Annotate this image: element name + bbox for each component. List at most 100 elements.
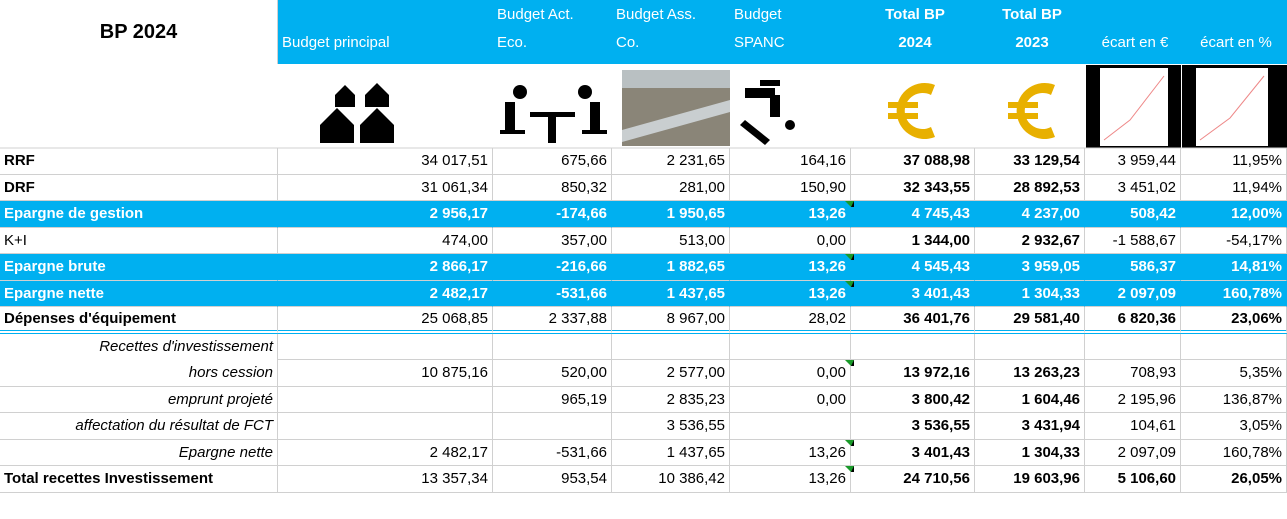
cell: 1 304,33 xyxy=(975,280,1085,307)
cell: 4 745,43 xyxy=(851,201,975,228)
cell: 160,78% xyxy=(1181,439,1287,466)
column-header: Total BP xyxy=(885,6,945,23)
cell: -531,66 xyxy=(493,280,612,307)
cell: 474,00 xyxy=(278,227,493,254)
cell: 2 482,17 xyxy=(278,439,493,466)
cell: 104,61 xyxy=(1085,413,1181,440)
cell: 708,93 xyxy=(1085,360,1181,387)
cell: 2 337,88 xyxy=(493,307,612,334)
cell: 13,26 xyxy=(730,201,851,228)
cell: 19 603,96 xyxy=(975,466,1085,493)
cell: 23,06% xyxy=(1181,307,1287,334)
row-label: Epargne nette xyxy=(0,439,278,466)
column-header: 2024 xyxy=(898,34,932,51)
row-label: hors cession xyxy=(0,360,278,387)
cell: 150,90 xyxy=(730,174,851,201)
cell: 1 304,33 xyxy=(975,439,1085,466)
chart-icon xyxy=(1086,65,1287,148)
header-band xyxy=(278,0,1287,64)
cell: 357,00 xyxy=(493,227,612,254)
cell: 31 061,34 xyxy=(278,174,493,201)
sheet-title: BP 2024 xyxy=(0,0,278,64)
pipeline-photo xyxy=(622,70,730,146)
cell: -54,17% xyxy=(1181,227,1287,254)
column-header: Eco. xyxy=(497,34,528,51)
cell xyxy=(730,333,851,360)
row-label: Total recettes Investissement xyxy=(0,466,278,493)
column-header: Budget xyxy=(734,6,782,23)
cell xyxy=(1181,333,1287,360)
cell: 2 097,09 xyxy=(1085,439,1181,466)
cell: 1 344,00 xyxy=(851,227,975,254)
cell: 2 932,67 xyxy=(975,227,1085,254)
row-label: Recettes d'investissement xyxy=(0,333,278,360)
cell: 3 959,05 xyxy=(975,254,1085,281)
cell xyxy=(975,333,1085,360)
meeting-icon xyxy=(500,85,607,143)
row-label: DRF xyxy=(0,174,278,201)
cell-flag xyxy=(845,360,854,366)
cell: 13 263,23 xyxy=(975,360,1085,387)
cell: 2 482,17 xyxy=(278,280,493,307)
cell: 33 129,54 xyxy=(975,148,1085,175)
cell: 1 882,65 xyxy=(612,254,730,281)
cell: 136,87% xyxy=(1181,386,1287,413)
row-label: Epargne brute xyxy=(0,254,278,281)
cell: 2 956,17 xyxy=(278,201,493,228)
cell: 2 231,65 xyxy=(612,148,730,175)
cell: 675,66 xyxy=(493,148,612,175)
cell: 13,26 xyxy=(730,466,851,493)
row-label: emprunt projeté xyxy=(0,386,278,413)
tap-icon xyxy=(740,80,795,145)
cell: 2 577,00 xyxy=(612,360,730,387)
cell: 8 967,00 xyxy=(612,307,730,334)
cell xyxy=(278,413,493,440)
cell: 14,81% xyxy=(1181,254,1287,281)
cell: 28,02 xyxy=(730,307,851,334)
cell-flag xyxy=(845,201,854,207)
cell: 4 545,43 xyxy=(851,254,975,281)
cell: 0,00 xyxy=(730,360,851,387)
cell: 1 437,65 xyxy=(612,439,730,466)
cell: 1 950,65 xyxy=(612,201,730,228)
cell: 13,26 xyxy=(730,280,851,307)
cell: 3 431,94 xyxy=(975,413,1085,440)
cell: 37 088,98 xyxy=(851,148,975,175)
cell: 1 437,65 xyxy=(612,280,730,307)
cell: 3 401,43 xyxy=(851,439,975,466)
cell xyxy=(612,333,730,360)
cell: 281,00 xyxy=(612,174,730,201)
cell: 3 401,43 xyxy=(851,280,975,307)
cell: 13,26 xyxy=(730,439,851,466)
cell: 10 875,16 xyxy=(278,360,493,387)
cell: 0,00 xyxy=(730,227,851,254)
cell: 3 536,55 xyxy=(851,413,975,440)
houses-icon xyxy=(320,83,394,143)
cell: 32 343,55 xyxy=(851,174,975,201)
cell-flag xyxy=(845,439,854,446)
row-label: K+I xyxy=(0,227,278,254)
cell: 3 451,02 xyxy=(1085,174,1181,201)
cell: 1 604,46 xyxy=(975,386,1085,413)
cell: 5,35% xyxy=(1181,360,1287,387)
cell: 26,05% xyxy=(1181,466,1287,493)
cell: 160,78% xyxy=(1181,280,1287,307)
cell: 29 581,40 xyxy=(975,307,1085,334)
cell: 850,32 xyxy=(493,174,612,201)
cell: 5 106,60 xyxy=(1085,466,1181,493)
cell: 11,95% xyxy=(1181,148,1287,175)
cell: 2 835,23 xyxy=(612,386,730,413)
icon-row xyxy=(0,0,1287,149)
cell xyxy=(278,386,493,413)
cell: 513,00 xyxy=(612,227,730,254)
cell: 34 017,51 xyxy=(278,148,493,175)
cell: -216,66 xyxy=(493,254,612,281)
column-header: Budget principal xyxy=(282,34,390,51)
row-label: RRF xyxy=(0,148,278,175)
column-header: SPANC xyxy=(734,34,785,51)
cell xyxy=(851,333,975,360)
cell-flag xyxy=(845,280,854,287)
cell: -531,66 xyxy=(493,439,612,466)
row-label: Epargne de gestion xyxy=(0,201,278,228)
